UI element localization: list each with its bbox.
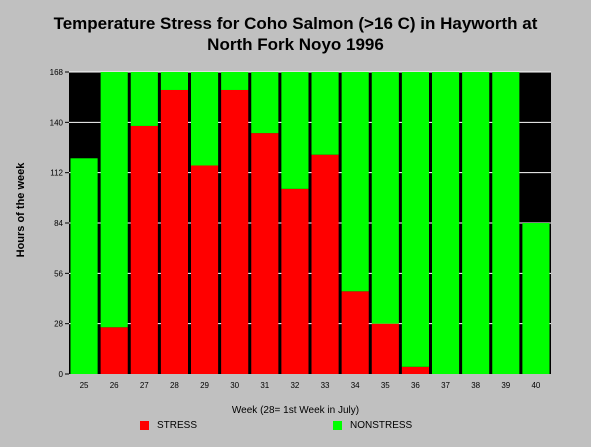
- bar-stress-week-36: [401, 366, 429, 374]
- chart-title-line-1: Temperature Stress for Coho Salmon (>16 …: [53, 14, 538, 33]
- bars: [70, 72, 550, 374]
- bar-stress-week-34: [341, 291, 369, 374]
- x-tick-label-30: 30: [230, 381, 239, 390]
- bar-nonstress-week-32: [281, 72, 309, 189]
- legend-item-nonstress: NONSTRESS: [333, 419, 412, 431]
- x-tick-label-34: 34: [351, 381, 360, 390]
- x-tick-label-28: 28: [170, 381, 179, 390]
- x-tick-label-39: 39: [501, 381, 510, 390]
- x-tick-label-38: 38: [471, 381, 480, 390]
- legend-swatch-nonstress: [333, 420, 342, 430]
- x-tick-label-37: 37: [441, 381, 450, 390]
- x-axis-label: Week (28= 1st Week in July): [231, 405, 360, 416]
- x-tick-label-35: 35: [381, 381, 390, 390]
- bar-nonstress-week-37: [432, 72, 460, 374]
- bar-nonstress-week-39: [492, 72, 520, 374]
- bar-nonstress-week-36: [401, 72, 429, 367]
- bar-stress-week-28: [160, 89, 188, 374]
- x-ticks: 25 26 27 28 29 30 31 32 33 34 35 36 37 38 39 40: [80, 381, 541, 390]
- legend-swatch-stress: [140, 420, 149, 430]
- x-tick-label-31: 31: [260, 381, 269, 390]
- bar-stress-week-32: [281, 188, 309, 374]
- x-tick-label-26: 26: [110, 381, 119, 390]
- bar-nonstress-week-38: [462, 72, 490, 374]
- bar-nonstress-week-26: [100, 72, 128, 328]
- y-tick-label-168: 168: [50, 68, 64, 77]
- y-tick-label-112: 112: [50, 169, 63, 178]
- bar-stress-week-29: [191, 165, 219, 374]
- bar-nonstress-week-28: [160, 72, 188, 90]
- bar-stress-week-33: [311, 154, 339, 374]
- bar-nonstress-week-34: [341, 72, 369, 292]
- y-tick-label-84: 84: [54, 219, 63, 228]
- legend-label-nonstress: NONSTRESS: [350, 419, 413, 431]
- y-tick-label-56: 56: [54, 269, 63, 278]
- bar-nonstress-week-40: [522, 223, 550, 374]
- y-tick-label-28: 28: [54, 320, 63, 329]
- x-tick-label-40: 40: [531, 381, 540, 390]
- bar-nonstress-week-31: [251, 72, 279, 134]
- legend-label-stress: STRESS: [157, 419, 198, 431]
- legend-item-stress: STRESS: [140, 419, 197, 431]
- bar-nonstress-week-25: [70, 158, 98, 374]
- bar-nonstress-week-29: [191, 72, 219, 166]
- x-tick-label-27: 27: [140, 381, 149, 390]
- bar-nonstress-week-35: [371, 72, 399, 324]
- bar-stress-week-31: [251, 133, 279, 374]
- x-tick-label-33: 33: [321, 381, 330, 390]
- bar-nonstress-week-33: [311, 72, 339, 155]
- chart-title-line-2: North Fork Noyo 1996: [207, 35, 384, 54]
- bar-nonstress-week-27: [130, 72, 158, 126]
- x-tick-label-32: 32: [290, 381, 299, 390]
- y-ticks: 0 28 56 84 112 140 168: [50, 68, 69, 379]
- bar-stress-week-35: [371, 323, 399, 374]
- x-tick-label-36: 36: [411, 381, 420, 390]
- bar-stress-week-26: [100, 327, 128, 374]
- bar-stress-week-30: [221, 89, 249, 374]
- x-tick-label-29: 29: [200, 381, 209, 390]
- bar-nonstress-week-30: [221, 72, 249, 90]
- bar-stress-week-27: [130, 125, 158, 374]
- y-tick-label-0: 0: [59, 370, 64, 379]
- y-tick-label-140: 140: [50, 118, 64, 127]
- x-tick-label-25: 25: [80, 381, 89, 390]
